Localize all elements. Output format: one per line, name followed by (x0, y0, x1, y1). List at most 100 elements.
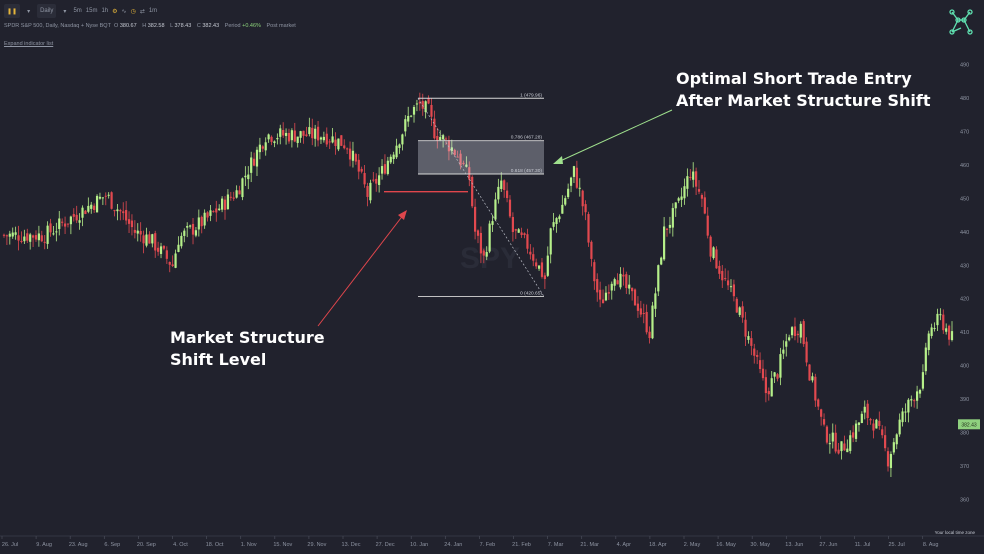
candle-down (529, 251, 532, 255)
candle-up (840, 441, 843, 452)
candle-up (247, 174, 250, 180)
x-tick-label: 27. Jun (819, 542, 837, 548)
candle-up (811, 376, 814, 381)
candle-down (354, 154, 357, 162)
interval-1h[interactable]: 1h (101, 8, 109, 14)
candle-up (322, 136, 325, 141)
y-tick-label: 440 (960, 230, 969, 236)
candle-down (206, 212, 209, 218)
candle-down (43, 241, 46, 243)
candle-down (444, 138, 448, 140)
candle-down (526, 234, 529, 249)
candle-up (555, 218, 558, 224)
candles-group (2, 92, 954, 478)
candle-down (191, 223, 195, 235)
candle-up (264, 142, 267, 151)
candle-down (473, 206, 477, 232)
chevron-down-icon[interactable]: ▾ (27, 8, 31, 15)
candle-up (116, 209, 119, 212)
x-tick-label: 13. Dec (342, 542, 361, 548)
candle-up (159, 246, 163, 254)
candle-up (517, 229, 520, 233)
gear-icon[interactable]: ⚙ (112, 8, 118, 15)
candle-down (462, 162, 465, 165)
candle-down (142, 235, 145, 244)
candle-up (619, 273, 622, 288)
arrow-green-line (557, 109, 673, 163)
chevron-down-icon[interactable]: ▾ (63, 8, 67, 15)
x-tick-label: 16. May (716, 542, 736, 548)
timezone-label: Your local time zone (935, 530, 976, 535)
indicator-icon[interactable]: ∿ (121, 8, 127, 15)
quote-bar: SPDR S&P 500, Daily, Nasdaq + Nyse BQT O… (4, 23, 296, 29)
candle-down (756, 355, 759, 357)
candle-down (346, 148, 349, 150)
candle-up (52, 233, 55, 235)
candle-up (892, 442, 895, 453)
candle-up (314, 128, 317, 139)
candle-down (709, 236, 712, 257)
candle-up (273, 141, 276, 144)
candle-up (235, 190, 238, 198)
candle-up (58, 218, 61, 229)
candle-down (758, 360, 762, 370)
interval-5m[interactable]: 5m (73, 8, 82, 14)
x-tick-label: 21. Feb (512, 542, 531, 548)
candle-up (921, 372, 925, 389)
candle-up (177, 244, 180, 252)
candle-up (290, 130, 293, 141)
candle-down (325, 133, 328, 145)
close-value: 382.43 (202, 23, 220, 29)
candle-up (854, 423, 858, 439)
candle-up (895, 434, 898, 445)
candle-up (686, 176, 689, 189)
candle-down (575, 167, 578, 188)
candle-down (433, 118, 436, 139)
candle-up (81, 207, 84, 218)
candle-up (255, 149, 259, 167)
candle-down (302, 130, 305, 136)
range-button[interactable]: 1m (148, 8, 158, 14)
pause-icon[interactable]: ❚❚ (4, 4, 21, 18)
candle-down (305, 134, 308, 137)
annotation-structure-shift: Market Structure Shift Level (170, 328, 325, 369)
candle-up (407, 115, 410, 122)
low-value: 378.43 (174, 23, 192, 29)
candle-down (63, 223, 67, 227)
candle-down (535, 262, 538, 267)
candle-up (677, 198, 680, 201)
candle-up (378, 175, 381, 185)
candle-down (61, 221, 64, 223)
candle-down (49, 223, 52, 233)
candle-up (933, 328, 936, 330)
candle-down (947, 325, 951, 340)
clock-icon[interactable]: ◷ (130, 8, 136, 15)
candle-up (412, 106, 416, 115)
candle-down (34, 235, 38, 240)
candle-up (889, 453, 893, 468)
x-tick-label: 11. Jul (855, 542, 871, 548)
candle-down (343, 145, 346, 149)
y-tick-label: 360 (960, 497, 969, 503)
interval-select[interactable]: Daily (37, 4, 57, 18)
y-tick-label: 420 (960, 297, 969, 303)
candle-up (831, 432, 834, 442)
interval-15m[interactable]: 15m (85, 8, 98, 14)
candle-up (552, 222, 555, 227)
candle-up (537, 265, 541, 269)
expand-indicator-link[interactable]: Expand indicator list (4, 41, 54, 47)
candle-up (398, 144, 401, 148)
candle-up (692, 171, 695, 180)
candle-up (849, 435, 852, 451)
compare-icon[interactable]: ⇄ (139, 8, 145, 15)
candle-up (770, 378, 773, 397)
candle-down (508, 199, 512, 217)
fib-label: 0.786 (467.28) (511, 135, 543, 141)
candle-down (453, 149, 456, 156)
candle-up (904, 411, 907, 413)
annotation-optimal-entry: Optimal Short Trade Entry After Market S… (676, 69, 931, 110)
candle-up (729, 286, 733, 288)
candle-down (238, 190, 241, 195)
candle-down (648, 331, 651, 339)
